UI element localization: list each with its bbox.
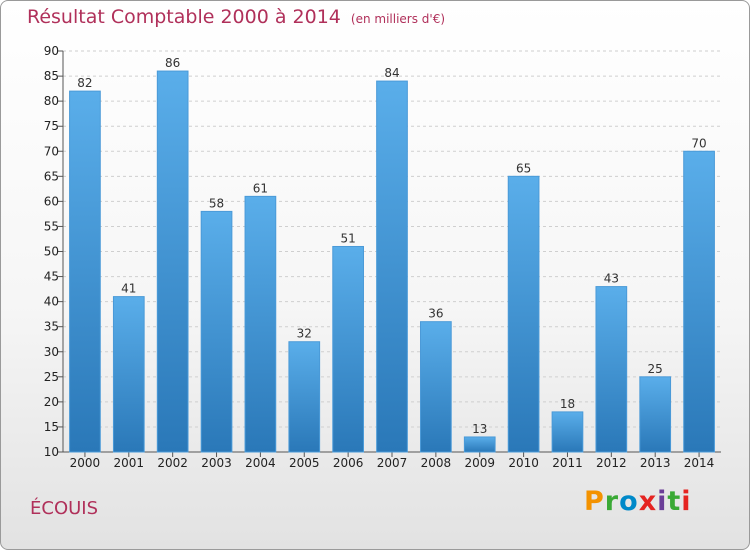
y-tick-label: 40 — [44, 295, 59, 309]
bar-2007 — [376, 80, 408, 453]
y-tick-label: 20 — [44, 395, 59, 409]
y-tick-label: 35 — [44, 320, 59, 334]
bar-2003 — [200, 210, 233, 453]
x-tick-label-2001: 2001 — [114, 456, 145, 470]
x-tick-label-2009: 2009 — [464, 456, 495, 470]
proxiti-logo[interactable]: Proxiti — [584, 486, 692, 517]
x-tick-label-2013: 2013 — [640, 456, 671, 470]
data-label-2003: 58 — [209, 196, 224, 210]
commune-name: ÉCOUIS — [30, 498, 99, 519]
logo-letter: P — [584, 486, 605, 517]
title-text: Résultat Comptable 2000 à 2014 — [27, 6, 341, 28]
x-tick-label-2007: 2007 — [377, 456, 408, 470]
x-tick-label-2010: 2010 — [508, 456, 539, 470]
x-tick-label-2005: 2005 — [289, 456, 320, 470]
x-tick-label-2003: 2003 — [201, 456, 232, 470]
y-tick-label: 15 — [44, 420, 59, 434]
logo-letter: i — [681, 486, 692, 517]
y-tick-label: 65 — [44, 169, 59, 183]
y-tick-label: 60 — [44, 194, 59, 208]
bar-2006 — [332, 245, 364, 453]
bar-2000 — [69, 90, 101, 453]
data-label-2005: 32 — [297, 327, 312, 341]
chart-title: Résultat Comptable 2000 à 2014 (en millie… — [27, 6, 445, 28]
data-label-2010: 65 — [516, 161, 531, 175]
x-tick-label-2008: 2008 — [421, 456, 452, 470]
bar-2012 — [595, 286, 628, 453]
data-label-2013: 25 — [648, 362, 663, 376]
y-tick-label: 80 — [44, 94, 59, 108]
logo-letter: x — [638, 486, 658, 517]
chart-subtitle: (en milliers d'€) — [350, 12, 446, 26]
y-tick-label: 55 — [44, 219, 59, 233]
x-tick-label-2002: 2002 — [157, 456, 188, 470]
bar-2014 — [683, 150, 715, 453]
x-tick-label-2011: 2011 — [552, 456, 583, 470]
y-tick-label: 75 — [44, 119, 59, 133]
data-label-2004: 61 — [253, 181, 268, 195]
bar-2010 — [507, 175, 540, 453]
bar-2002 — [156, 70, 189, 453]
bars — [69, 70, 715, 453]
y-tick-label: 90 — [44, 44, 59, 58]
y-tick-label: 70 — [44, 144, 59, 158]
bar-2013 — [639, 376, 672, 453]
y-tick-label: 45 — [44, 270, 59, 284]
x-tick-label-2000: 2000 — [70, 456, 101, 470]
data-label-2006: 51 — [340, 231, 355, 245]
logo-letter: o — [619, 486, 639, 517]
data-label-2012: 43 — [604, 272, 619, 286]
bar-2011 — [551, 411, 584, 453]
y-tick-label: 10 — [44, 445, 59, 459]
x-tick-label-2014: 2014 — [684, 456, 715, 470]
logo-letter: i — [657, 486, 668, 517]
x-tick-label-2006: 2006 — [333, 456, 364, 470]
data-label-2011: 18 — [560, 397, 575, 411]
data-label-2007: 84 — [384, 66, 399, 80]
data-label-2000: 82 — [77, 76, 92, 90]
y-tick-label: 50 — [44, 245, 59, 259]
x-tick-label-2004: 2004 — [245, 456, 276, 470]
y-tick-label: 85 — [44, 69, 59, 83]
bar-2005 — [288, 341, 321, 453]
logo-letter: t — [667, 486, 682, 517]
data-label-2001: 41 — [121, 282, 136, 296]
data-label-2009: 13 — [472, 422, 487, 436]
bar-2008 — [420, 321, 452, 453]
bar-2004 — [244, 195, 277, 453]
labels: 10 15 20 25 30 35 40 45 50 55 60 65 70 75 80 85 90 82 2000… — [44, 44, 715, 470]
bar-2009 — [463, 436, 496, 453]
data-label-2014: 70 — [691, 136, 706, 150]
bar-2001 — [112, 296, 145, 453]
y-tick-label: 25 — [44, 370, 59, 384]
logo-letter: r — [604, 486, 620, 517]
x-tick-label-2012: 2012 — [596, 456, 627, 470]
data-label-2008: 36 — [428, 307, 443, 321]
y-tick-label: 30 — [44, 345, 59, 359]
data-label-2002: 86 — [165, 56, 180, 70]
